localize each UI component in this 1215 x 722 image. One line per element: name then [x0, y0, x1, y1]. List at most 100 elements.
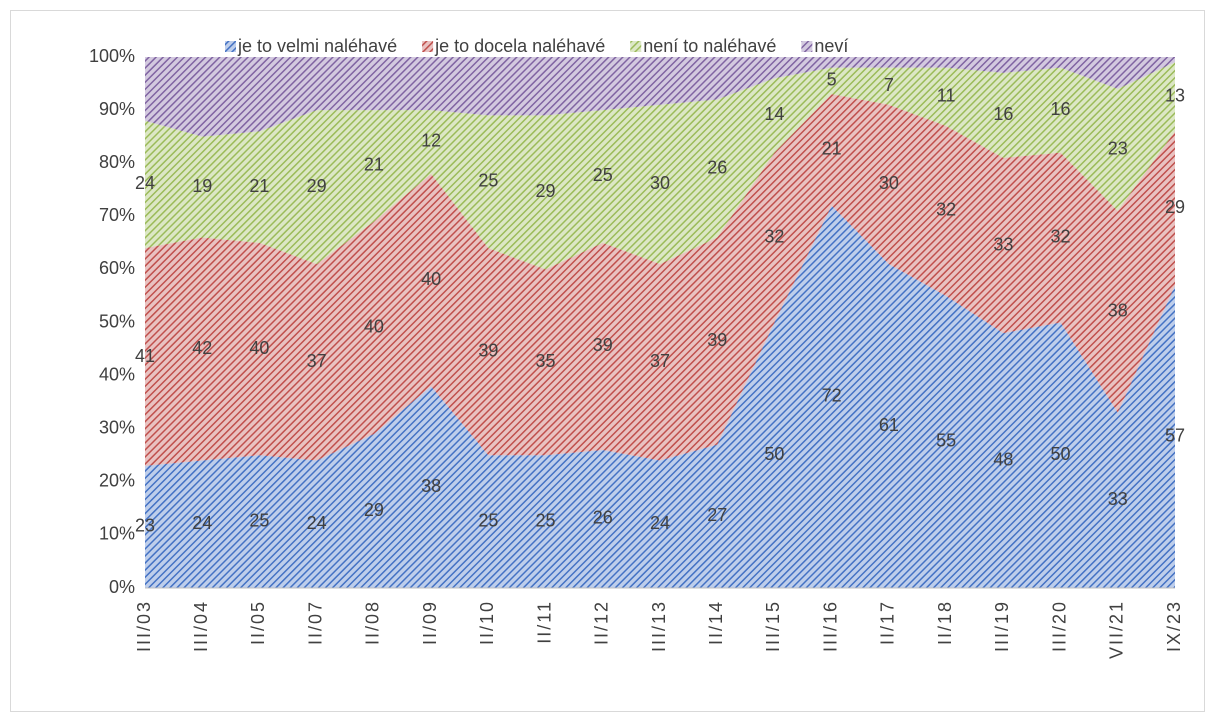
y-tick-label: 100%: [89, 46, 135, 66]
data-label: 32: [764, 226, 784, 246]
x-tick-label: II/07: [305, 600, 325, 645]
data-label: 35: [536, 351, 556, 371]
data-label: 33: [1108, 489, 1128, 509]
data-label: 39: [593, 335, 613, 355]
data-label: 40: [421, 269, 441, 289]
data-label: 39: [707, 330, 727, 350]
legend-label: není to naléhavé: [643, 36, 776, 56]
data-label: 25: [478, 510, 498, 530]
data-label: 24: [192, 513, 212, 533]
data-label: 24: [135, 173, 155, 193]
data-label: 38: [421, 476, 441, 496]
data-label: 21: [364, 155, 384, 175]
data-label: 21: [249, 176, 269, 196]
x-tick-label: II/08: [363, 600, 383, 645]
legend-label: neví: [814, 36, 848, 56]
data-label: 29: [536, 181, 556, 201]
data-label: 16: [1051, 99, 1071, 119]
data-label: 38: [1108, 301, 1128, 321]
data-label: 40: [249, 338, 269, 358]
data-label: 37: [650, 351, 670, 371]
data-label: 26: [707, 157, 727, 177]
data-label: 61: [879, 415, 899, 435]
data-label: 14: [764, 104, 784, 124]
x-tick-label: II/11: [534, 600, 554, 644]
y-tick-label: 20%: [99, 471, 135, 491]
x-tick-label: VII/21: [1107, 600, 1127, 659]
y-tick-label: 50%: [99, 311, 135, 331]
x-tick-label: III/20: [1049, 600, 1069, 652]
data-label: 5: [827, 70, 837, 90]
data-label: 33: [993, 234, 1013, 254]
data-label: 7: [884, 75, 894, 95]
area: [145, 62, 1175, 270]
data-label: 29: [1165, 197, 1185, 217]
legend-swatch: [801, 41, 813, 52]
data-label: 24: [650, 513, 670, 533]
data-label: 32: [1051, 226, 1071, 246]
y-tick-label: 80%: [99, 152, 135, 172]
x-tick-label: II/05: [248, 600, 268, 645]
x-tick-label: II/17: [878, 600, 898, 645]
data-label: 21: [822, 139, 842, 159]
x-tick-label: III/03: [134, 600, 154, 652]
data-label: 25: [478, 171, 498, 191]
data-label: 29: [307, 176, 327, 196]
x-tick-label: III/15: [763, 600, 783, 652]
data-label: 50: [1051, 444, 1071, 464]
data-label: 19: [192, 176, 212, 196]
x-tick-label: IX/23: [1164, 600, 1184, 652]
legend-label: je to docela naléhavé: [434, 36, 605, 56]
data-label: 39: [478, 340, 498, 360]
data-label: 29: [364, 500, 384, 520]
data-label: 16: [993, 104, 1013, 124]
data-label: 30: [879, 173, 899, 193]
x-tick-label: II/10: [477, 600, 497, 645]
y-tick-label: 30%: [99, 417, 135, 437]
data-label: 12: [421, 131, 441, 151]
data-label: 13: [1165, 86, 1185, 106]
data-label: 25: [536, 510, 556, 530]
data-label: 57: [1165, 425, 1185, 445]
data-label: 37: [307, 351, 327, 371]
legend-swatch: [630, 41, 642, 52]
data-label: 30: [650, 173, 670, 193]
data-label: 32: [936, 200, 956, 220]
y-tick-label: 90%: [99, 99, 135, 119]
y-tick-label: 60%: [99, 258, 135, 278]
x-tick-label: III/04: [191, 600, 211, 652]
data-label: 41: [135, 346, 155, 366]
x-tick-label: II/09: [420, 600, 440, 645]
data-label: 24: [307, 513, 327, 533]
x-tick-label: III/16: [820, 600, 840, 652]
data-label: 42: [192, 338, 212, 358]
y-tick-label: 0%: [109, 577, 135, 597]
y-tick-label: 40%: [99, 364, 135, 384]
area: [145, 57, 1175, 137]
data-label: 23: [1108, 139, 1128, 159]
x-tick-label: II/12: [592, 600, 612, 645]
data-label: 72: [822, 386, 842, 406]
data-label: 23: [135, 516, 155, 536]
data-label: 25: [593, 165, 613, 185]
data-label: 48: [993, 449, 1013, 469]
legend-swatch: [422, 41, 434, 52]
data-label: 27: [707, 505, 727, 525]
data-label: 11: [937, 86, 956, 106]
area: [145, 94, 1175, 466]
data-label: 50: [764, 444, 784, 464]
x-tick-label: II/18: [935, 600, 955, 645]
x-tick-label: III/13: [649, 600, 669, 652]
y-tick-label: 70%: [99, 205, 135, 225]
legend-swatch: [225, 41, 236, 52]
area: [145, 205, 1175, 588]
data-label: 40: [364, 317, 384, 337]
data-label: 25: [249, 510, 269, 530]
data-label: 55: [936, 431, 956, 451]
x-tick-label: II/14: [706, 600, 726, 645]
legend-label: je to velmi naléhavé: [237, 36, 397, 56]
data-label: 26: [593, 508, 613, 528]
y-tick-label: 10%: [99, 524, 135, 544]
x-tick-label: III/19: [992, 600, 1012, 652]
